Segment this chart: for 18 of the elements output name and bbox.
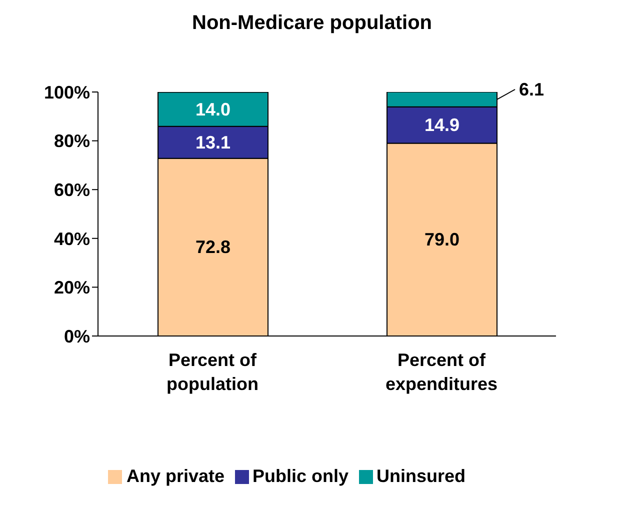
legend-label: Uninsured bbox=[376, 466, 466, 486]
legend-label: Any private bbox=[126, 466, 224, 486]
data-label: 13.1 bbox=[195, 132, 231, 152]
data-label: 14.0 bbox=[195, 99, 231, 120]
x-tick-label: Percent of population bbox=[166, 350, 258, 394]
data-label: 14.9 bbox=[424, 115, 460, 136]
data-label: 79.0 bbox=[424, 230, 460, 250]
y-tick-label: 20% bbox=[54, 278, 90, 298]
data-label: 6.1 bbox=[519, 79, 544, 100]
chart-title: Non-Medicare population bbox=[191, 11, 433, 36]
y-tick-label: 0% bbox=[64, 326, 90, 346]
x-tick-label: Percent of expenditures bbox=[385, 350, 498, 394]
y-tick-label: 100% bbox=[44, 82, 90, 102]
data-label: 72.8 bbox=[195, 237, 231, 258]
legend-label: Public only bbox=[252, 466, 349, 486]
y-tick-label: 80% bbox=[54, 131, 90, 152]
y-tick-label: 40% bbox=[54, 228, 90, 249]
y-tick-label: 60% bbox=[54, 180, 90, 200]
